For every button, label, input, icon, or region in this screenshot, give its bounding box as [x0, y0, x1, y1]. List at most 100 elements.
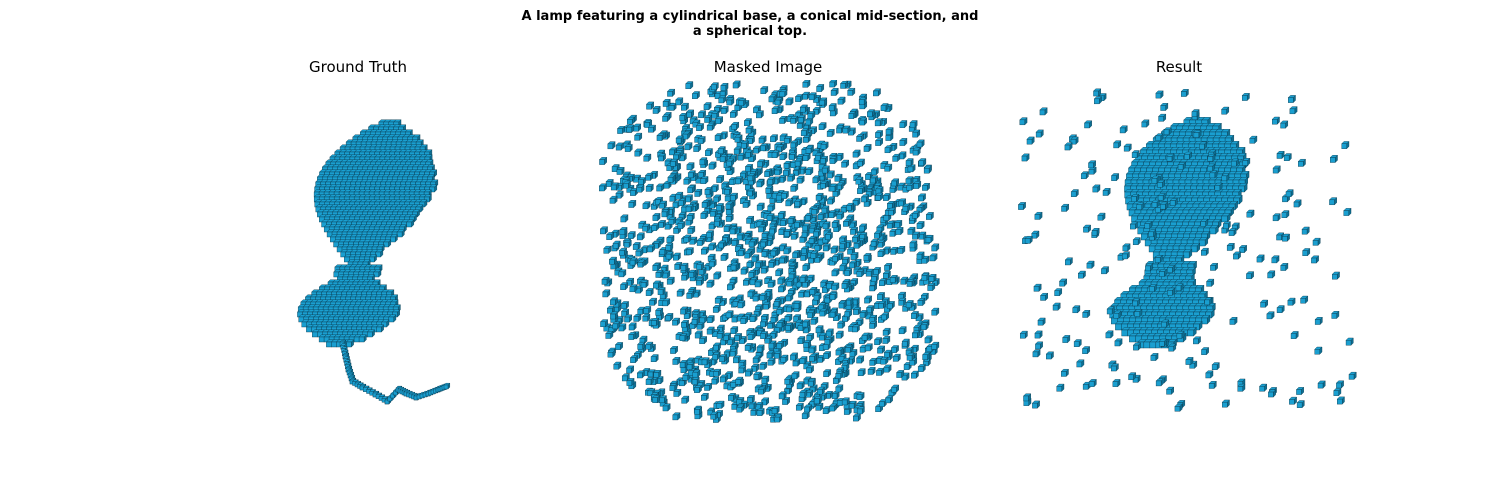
masked-image-voxel — [789, 352, 799, 361]
masked-image-voxel — [727, 392, 737, 402]
masked-image-voxel — [829, 183, 838, 192]
result-noise-voxel — [1245, 271, 1255, 280]
masked-image-voxel — [753, 308, 762, 317]
masked-image-voxel — [797, 335, 806, 345]
masked-image-voxel — [708, 242, 717, 251]
masked-image-voxel — [680, 272, 690, 281]
masked-image-voxel — [747, 289, 756, 298]
masked-image-voxel — [662, 298, 671, 307]
ground-truth-voxel — [373, 269, 382, 278]
masked-image-voxel — [783, 228, 792, 238]
masked-image-voxel — [927, 282, 936, 292]
masked-image-voxel — [848, 260, 858, 269]
result-noise-voxel — [1081, 346, 1091, 355]
result-voxel — [1187, 326, 1197, 337]
result-noise-voxel — [1241, 92, 1250, 102]
masked-image-voxel — [759, 239, 769, 248]
masked-image-voxel — [931, 341, 940, 350]
masked-image-voxel — [629, 257, 638, 266]
result-noise-voxel — [1088, 378, 1097, 388]
masked-image-voxel — [706, 279, 715, 288]
masked-image-voxel — [910, 310, 919, 320]
masked-image-voxel — [896, 369, 905, 379]
masked-image-voxel — [746, 188, 756, 197]
masked-image-voxel — [668, 216, 677, 225]
masked-image-voxel — [669, 345, 679, 355]
masked-image-voxel — [838, 300, 847, 309]
masked-image-voxel — [753, 371, 762, 380]
masked-image-voxel — [863, 252, 872, 262]
masked-image-voxel — [652, 212, 661, 222]
ground-truth-voxel — [443, 382, 451, 390]
masked-image-voxel — [887, 207, 897, 216]
result-noise-voxel — [1083, 120, 1093, 129]
masked-image-voxel — [616, 125, 626, 135]
result-noise-voxel — [1211, 362, 1220, 371]
masked-image-voxel — [694, 188, 703, 198]
masked-image-voxel — [637, 177, 647, 186]
masked-image-voxel — [768, 226, 777, 235]
masked-image-voxel — [652, 394, 661, 404]
masked-image-voxel-canvas — [598, 80, 940, 424]
masked-image-voxel — [634, 148, 643, 157]
result-voxel — [1224, 206, 1235, 217]
masked-image-voxel — [693, 384, 703, 394]
masked-image-voxel — [602, 289, 611, 298]
masked-image-voxel — [802, 319, 811, 328]
masked-image-voxel — [834, 173, 843, 182]
masked-image-voxel — [665, 312, 674, 322]
masked-image-voxel — [884, 145, 893, 154]
masked-image-voxel — [883, 364, 892, 373]
masked-image-voxel — [620, 300, 630, 310]
masked-image-voxel — [732, 80, 741, 89]
masked-image-voxel — [911, 210, 920, 219]
masked-image-voxel — [874, 118, 883, 127]
masked-image-voxel — [647, 124, 657, 133]
masked-image-voxel — [629, 354, 639, 364]
masked-image-voxel — [718, 353, 728, 363]
masked-image-voxel — [796, 175, 805, 184]
masked-image-voxel — [658, 395, 667, 404]
masked-image-voxel — [769, 134, 779, 143]
masked-image-voxel — [802, 134, 811, 143]
masked-image-voxel — [609, 297, 619, 306]
masked-image-voxel — [756, 344, 765, 353]
masked-image-voxel — [746, 136, 756, 145]
result-noise-voxel — [1297, 158, 1306, 167]
masked-image-voxel — [650, 317, 660, 326]
masked-image-voxel — [806, 274, 815, 283]
result-noise-voxel — [1113, 140, 1122, 149]
result-noise-voxel — [1091, 227, 1100, 236]
masked-image-voxel — [713, 368, 722, 377]
masked-image-voxel — [699, 315, 708, 324]
masked-image-voxel — [613, 361, 622, 370]
masked-image-voxel — [819, 308, 828, 317]
masked-image-voxel — [883, 349, 893, 358]
masked-image-voxel — [719, 374, 729, 383]
masked-image-voxel — [824, 390, 834, 399]
result-noise-voxel — [1260, 299, 1269, 308]
result-voxel — [1206, 302, 1216, 313]
masked-image-voxel — [819, 180, 829, 189]
masked-image-voxel — [830, 245, 839, 254]
masked-image-voxel — [686, 162, 695, 171]
masked-image-voxel — [744, 250, 753, 259]
masked-image-voxel — [724, 371, 734, 380]
masked-image-voxel — [882, 192, 891, 202]
masked-image-voxel — [880, 356, 889, 365]
masked-image-voxel — [890, 345, 900, 354]
masked-image-voxel — [710, 82, 719, 91]
masked-image-voxel — [685, 81, 694, 90]
result-noise-voxel — [1158, 338, 1168, 347]
result-noise-voxel — [1112, 378, 1121, 388]
result-noise-voxel — [1093, 88, 1102, 97]
masked-image-voxel — [645, 101, 655, 110]
result-noise-voxel — [1064, 257, 1073, 266]
result-noise-voxel — [1276, 305, 1285, 314]
masked-image-voxel — [859, 117, 868, 126]
masked-image-voxel — [738, 365, 747, 374]
masked-image-voxel — [830, 87, 839, 97]
masked-image-voxel — [845, 297, 854, 306]
result-noise-voxel — [1287, 297, 1296, 306]
result-noise-voxel — [1229, 316, 1238, 325]
